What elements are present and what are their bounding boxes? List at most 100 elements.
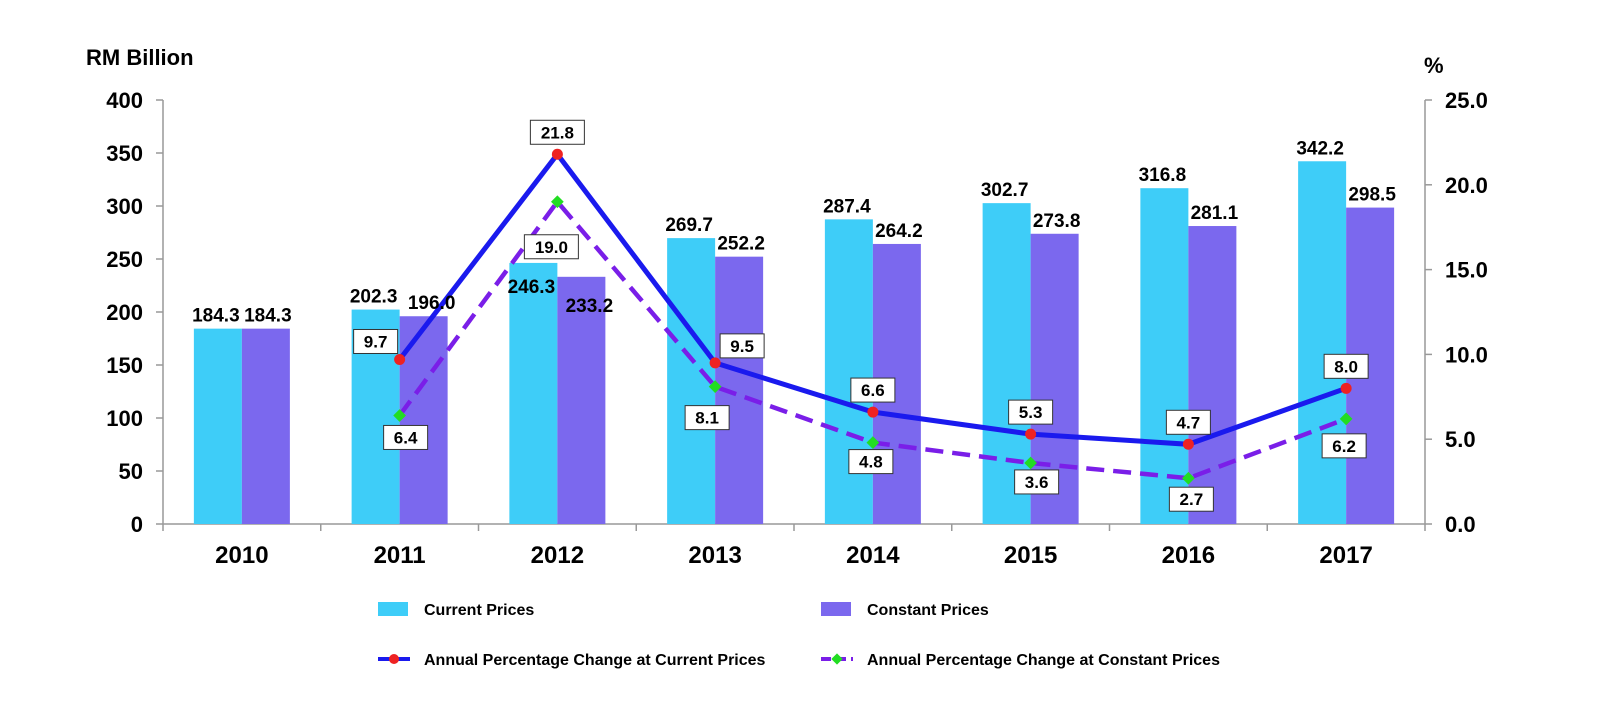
bar-value-label-constant: 196.0 <box>408 293 456 314</box>
legend-label: Annual Percentage Change at Constant Pri… <box>867 652 1220 669</box>
bar-value-label-current: 246.3 <box>508 277 556 298</box>
pct-label-constant: 8.1 <box>695 409 719 428</box>
pct-label-current: 9.7 <box>364 332 388 351</box>
bar-current-prices <box>509 262 558 524</box>
pct-label-constant-box <box>1321 433 1367 459</box>
pct-label-constant-box <box>1168 486 1214 512</box>
bar-value-label-current: 287.4 <box>823 196 871 217</box>
pct-label-current: 4.7 <box>1177 413 1201 432</box>
legend: Current Prices Constant Prices Annual Perc… <box>378 602 1220 669</box>
pct-label-current: 6.6 <box>861 381 885 400</box>
y-tick-label-left: 0 <box>131 512 143 537</box>
bar-value-label-current: 316.8 <box>1139 165 1187 186</box>
marker-current-prices-change <box>867 406 879 418</box>
y-axis-right-title: % <box>1424 53 1444 78</box>
pct-label-constant-box <box>383 424 429 450</box>
y-tick-label-right: 10.0 <box>1445 342 1488 367</box>
x-tick-label: 2011 <box>374 542 426 569</box>
pct-label-current-box <box>529 119 585 145</box>
pct-label-current: 9.5 <box>730 337 754 356</box>
bar-value-label-current: 202.3 <box>350 287 398 308</box>
pct-label-current-box <box>1008 399 1054 425</box>
marker-current-prices-change <box>394 353 406 365</box>
legend-marker <box>831 653 843 665</box>
pct-label-constant: 6.4 <box>394 428 418 447</box>
y-tick-label-left: 150 <box>106 353 143 378</box>
legend-swatch <box>821 602 851 616</box>
bar-value-label-current: 269.7 <box>665 215 713 236</box>
bar-constant-prices <box>241 328 290 524</box>
pct-label-constant: 3.6 <box>1025 473 1049 492</box>
bar-value-label-constant: 184.3 <box>244 306 292 327</box>
y-tick-label-left: 50 <box>119 459 143 484</box>
bar-current-prices <box>824 219 873 524</box>
marker-current-prices-change <box>709 357 721 369</box>
legend-label: Current Prices <box>424 602 534 619</box>
x-tick-label: 2016 <box>1162 542 1215 569</box>
pct-label-current-box <box>1323 353 1369 379</box>
x-tick-label: 2012 <box>531 542 584 569</box>
bar-current-prices <box>1298 161 1347 524</box>
bar-value-label-current: 302.7 <box>981 180 1029 201</box>
pct-label-current: 8.0 <box>1334 357 1358 376</box>
pct-label-current: 5.3 <box>1019 403 1043 422</box>
axes: 0 50 100 150 200 250 300 350 400 0.0 5.0 10.0 15.0 20… <box>106 88 1488 569</box>
pct-label-current-box <box>1165 409 1211 435</box>
y-tick-label-right: 25.0 <box>1445 88 1488 113</box>
x-tick-label: 2015 <box>1004 542 1057 569</box>
bar-value-label-constant: 298.5 <box>1348 185 1396 206</box>
bar-value-label-constant: 273.8 <box>1033 211 1081 232</box>
pct-label-current: 21.8 <box>541 123 574 142</box>
y-tick-label-left: 250 <box>106 247 143 272</box>
x-tick-label: 2014 <box>846 542 900 569</box>
y-tick-label-right: 0.0 <box>1445 512 1476 537</box>
legend-swatch <box>378 602 408 616</box>
pct-label-constant: 4.8 <box>859 453 883 472</box>
pct-label-current-box <box>850 377 896 403</box>
pct-label-constant-box <box>848 449 894 475</box>
y-tick-label-left: 350 <box>106 141 143 166</box>
data-labels: 184.3 184.3 202.3 196.0 246.3 233.2 269.7252.2… <box>192 119 1396 512</box>
pct-label-constant: 6.2 <box>1332 437 1356 456</box>
marker-current-prices-change <box>1182 438 1194 450</box>
bar-constant-prices <box>1188 226 1237 524</box>
x-tick-label: 2017 <box>1319 542 1372 569</box>
pct-label-constant-box <box>1014 469 1060 495</box>
pct-label-constant: 2.7 <box>1180 490 1204 509</box>
legend-marker <box>389 654 399 664</box>
x-tick-label: 2013 <box>688 542 741 569</box>
bars <box>193 161 1395 525</box>
marker-constant-prices-change <box>393 409 406 422</box>
bar-current-prices <box>667 238 716 525</box>
y-tick-label-left: 300 <box>106 194 143 219</box>
y-tick-label-left: 400 <box>106 88 143 113</box>
marker-current-prices-change <box>551 148 563 160</box>
bar-current-prices <box>193 328 242 524</box>
marker-current-prices-change <box>1025 428 1037 440</box>
pct-label-constant: 19.0 <box>535 238 568 257</box>
pct-label-current-box <box>353 328 399 354</box>
bar-value-label-constant: 264.2 <box>875 221 923 242</box>
bar-current-prices <box>1140 188 1189 524</box>
y-tick-label-right: 15.0 <box>1445 258 1488 283</box>
pct-label-constant-box <box>523 234 579 260</box>
y-tick-label-right: 5.0 <box>1445 427 1476 452</box>
y-tick-label-left: 200 <box>106 300 143 325</box>
legend-label: Annual Percentage Change at Current Pric… <box>424 652 766 669</box>
bar-value-label-constant: 233.2 <box>566 296 614 317</box>
y-axis-left-title: RM Billion <box>86 45 194 70</box>
y-tick-label-left: 100 <box>106 406 143 431</box>
pct-label-current-box <box>719 333 765 359</box>
bar-value-label-constant: 281.1 <box>1191 203 1239 224</box>
marker-current-prices-change <box>1340 382 1352 394</box>
pct-label-constant-box <box>684 405 730 431</box>
legend-label: Constant Prices <box>867 602 989 619</box>
bar-value-label-current: 342.2 <box>1296 138 1344 159</box>
bar-value-label-constant: 252.2 <box>717 234 765 255</box>
bar-constant-prices <box>557 276 606 524</box>
x-tick-label: 2010 <box>215 542 268 569</box>
y-tick-label-right: 20.0 <box>1445 173 1488 198</box>
bar-value-label-current: 184.3 <box>192 306 240 327</box>
